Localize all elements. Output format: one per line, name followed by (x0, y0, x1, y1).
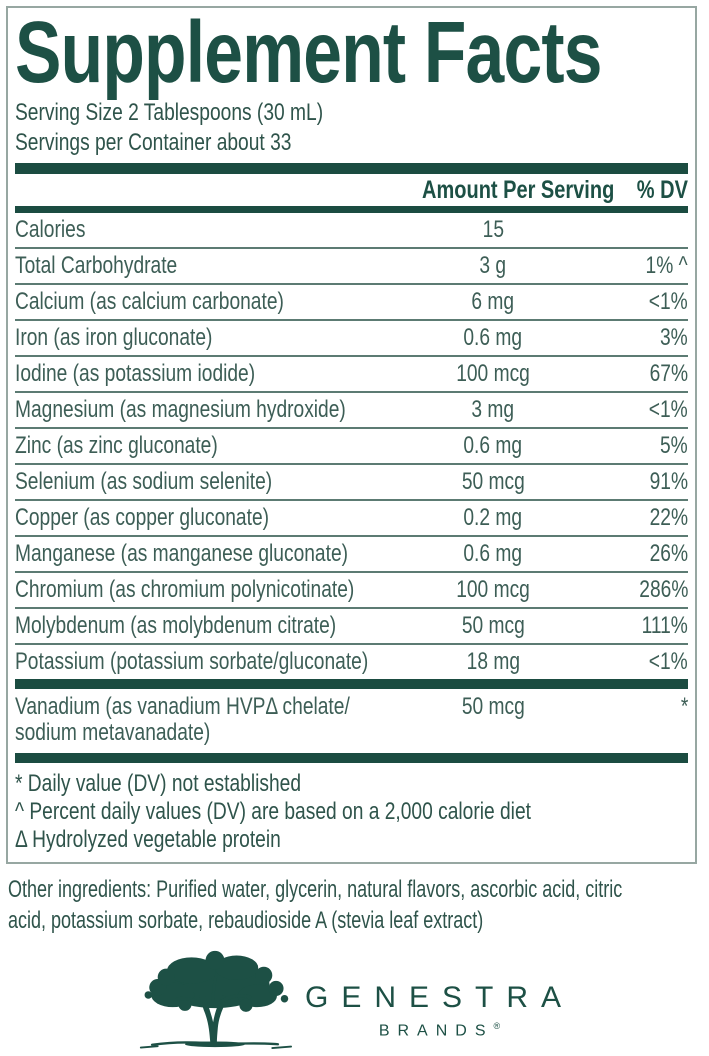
supplement-facts-panel: Supplement Facts Serving Size 2 Tablespo… (6, 4, 697, 865)
nutrient-dv: 5% (660, 432, 688, 460)
nutrient-name: Calories (15, 216, 86, 244)
table-header-row: Amount Per Serving % DV (15, 174, 688, 206)
table-row-vanadium: Vanadium (as vanadium HVPΔ chelate/ sodi… (15, 689, 688, 753)
table-row-potassium: Potassium (potassium sorbate/gluconate) … (15, 643, 688, 679)
nutrient-name: Manganese (as manganese gluconate) (15, 540, 349, 568)
nutrient-name: Total Carbohydrate (15, 252, 178, 280)
nutrient-dv: 111% (641, 612, 688, 640)
nutrient-amount: 0.2 mg (463, 504, 523, 532)
nutrient-dv: 67% (649, 360, 688, 388)
nutrient-dv: <1% (649, 396, 688, 424)
supplement-label-page: Supplement Facts Serving Size 2 Tablespo… (0, 6, 709, 1056)
table-row-manganese: Manganese (as manganese gluconate) 0.6 m… (15, 535, 688, 571)
nutrient-amount: 15 (482, 216, 504, 244)
nutrient-name: Iodine (as potassium iodide) (15, 360, 256, 388)
table-row-molybdenum: Molybdenum (as molybdenum citrate) 50 mc… (15, 607, 688, 643)
brand-text-block: GENESTRA BRANDS® (305, 981, 574, 1056)
footnote-percent-dv-basis: ^ Percent daily values (DV) are based on… (15, 798, 531, 826)
nutrient-name: Iron (as iron gluconate) (15, 324, 213, 352)
nutrient-dv (588, 217, 688, 243)
nutrient-name: Zinc (as zinc gluconate) (15, 432, 218, 460)
nutrient-amount: 100 mcg (456, 576, 530, 604)
servings-per-container-text: Servings per Container about 33 (15, 129, 292, 157)
divider-bar-top (15, 163, 688, 175)
divider-bar-header (15, 206, 688, 214)
amount-per-serving-header: Amount Per Serving (422, 176, 615, 205)
nutrient-name: Vanadium (as vanadium HVPΔ chelate/ sodi… (15, 693, 350, 747)
footnotes-block: * Daily value (DV) not established ^ Per… (15, 763, 688, 856)
table-row-zinc: Zinc (as zinc gluconate) 0.6 mg 5% (15, 427, 688, 463)
brand-logo: GENESTRA BRANDS® (0, 948, 709, 1056)
nutrient-name: Chromium (as chromium polynicotinate) (15, 576, 355, 604)
nutrient-amount: 0.6 mg (463, 324, 523, 352)
tree-logo-icon (139, 951, 292, 1050)
nutrient-name: Selenium (as sodium selenite) (15, 468, 273, 496)
nutrient-dv: * (680, 693, 688, 721)
serving-size-text: Serving Size 2 Tablespoons (30 mL) (15, 99, 324, 127)
table-row-iodine: Iodine (as potassium iodide) 100 mcg 67% (15, 355, 688, 391)
table-row-calories: Calories 15 (15, 213, 688, 247)
registered-trademark-icon: ® (493, 1020, 501, 1031)
table-row-chromium: Chromium (as chromium polynicotinate) 10… (15, 571, 688, 607)
brand-name-text: GENESTRA (304, 980, 575, 1014)
other-ingredients-text: Other ingredients: Purified water, glyce… (8, 876, 623, 935)
footnote-hydrolyzed-vegetable-protein: Δ Hydrolyzed vegetable protein (15, 826, 281, 854)
nutrient-amount: 3 mg (471, 396, 515, 424)
nutrient-amount: 100 mcg (456, 360, 530, 388)
nutrient-dv: 22% (649, 504, 688, 532)
nutrient-dv: 26% (649, 540, 688, 568)
nutrient-dv: 91% (649, 468, 688, 496)
nutrient-amount: 3 g (479, 252, 507, 280)
nutrient-name: Magnesium (as magnesium hydroxide) (15, 396, 346, 424)
nutrient-dv: <1% (649, 648, 688, 676)
nutrient-name: Calcium (as calcium carbonate) (15, 288, 284, 316)
nutrient-name: Potassium (potassium sorbate/gluconate) (15, 648, 369, 676)
nutrient-amount: 0.6 mg (463, 540, 523, 568)
nutrient-table: Calories 15 Total Carbohydrate 3 g 1% ^ … (15, 213, 688, 679)
nutrient-dv: 286% (638, 576, 688, 604)
nutrient-amount: 18 mg (466, 648, 520, 676)
table-row-iron: Iron (as iron gluconate) 0.6 mg 3% (15, 319, 688, 355)
footnote-dv-not-established: * Daily value (DV) not established (15, 770, 302, 798)
nutrient-name: Copper (as copper gluconate) (15, 504, 270, 532)
divider-bar-before-footnotes (15, 753, 688, 764)
nutrient-dv: <1% (649, 288, 688, 316)
brand-sub-label: BRANDS (378, 1022, 494, 1040)
table-row-magnesium: Magnesium (as magnesium hydroxide) 3 mg … (15, 391, 688, 427)
nutrient-amount: 0.6 mg (463, 432, 523, 460)
nutrient-amount: 50 mcg (461, 468, 525, 496)
nutrient-amount: 50 mcg (461, 612, 525, 640)
table-row-total-carbohydrate: Total Carbohydrate 3 g 1% ^ (15, 247, 688, 283)
nutrient-amount: 6 mg (471, 288, 515, 316)
nutrient-dv: 3% (660, 324, 688, 352)
panel-title: Supplement Facts (15, 4, 602, 101)
divider-bar-before-vanadium (15, 679, 688, 690)
nutrient-name: Molybdenum (as molybdenum citrate) (15, 612, 337, 640)
table-row-calcium: Calcium (as calcium carbonate) 6 mg <1% (15, 283, 688, 319)
percent-dv-header: % DV (636, 176, 688, 205)
nutrient-dv: 1% ^ (645, 252, 688, 280)
table-row-selenium: Selenium (as sodium selenite) 50 mcg 91% (15, 463, 688, 499)
nutrient-amount: 50 mcg (461, 693, 525, 721)
table-row-copper: Copper (as copper gluconate) 0.2 mg 22% (15, 499, 688, 535)
